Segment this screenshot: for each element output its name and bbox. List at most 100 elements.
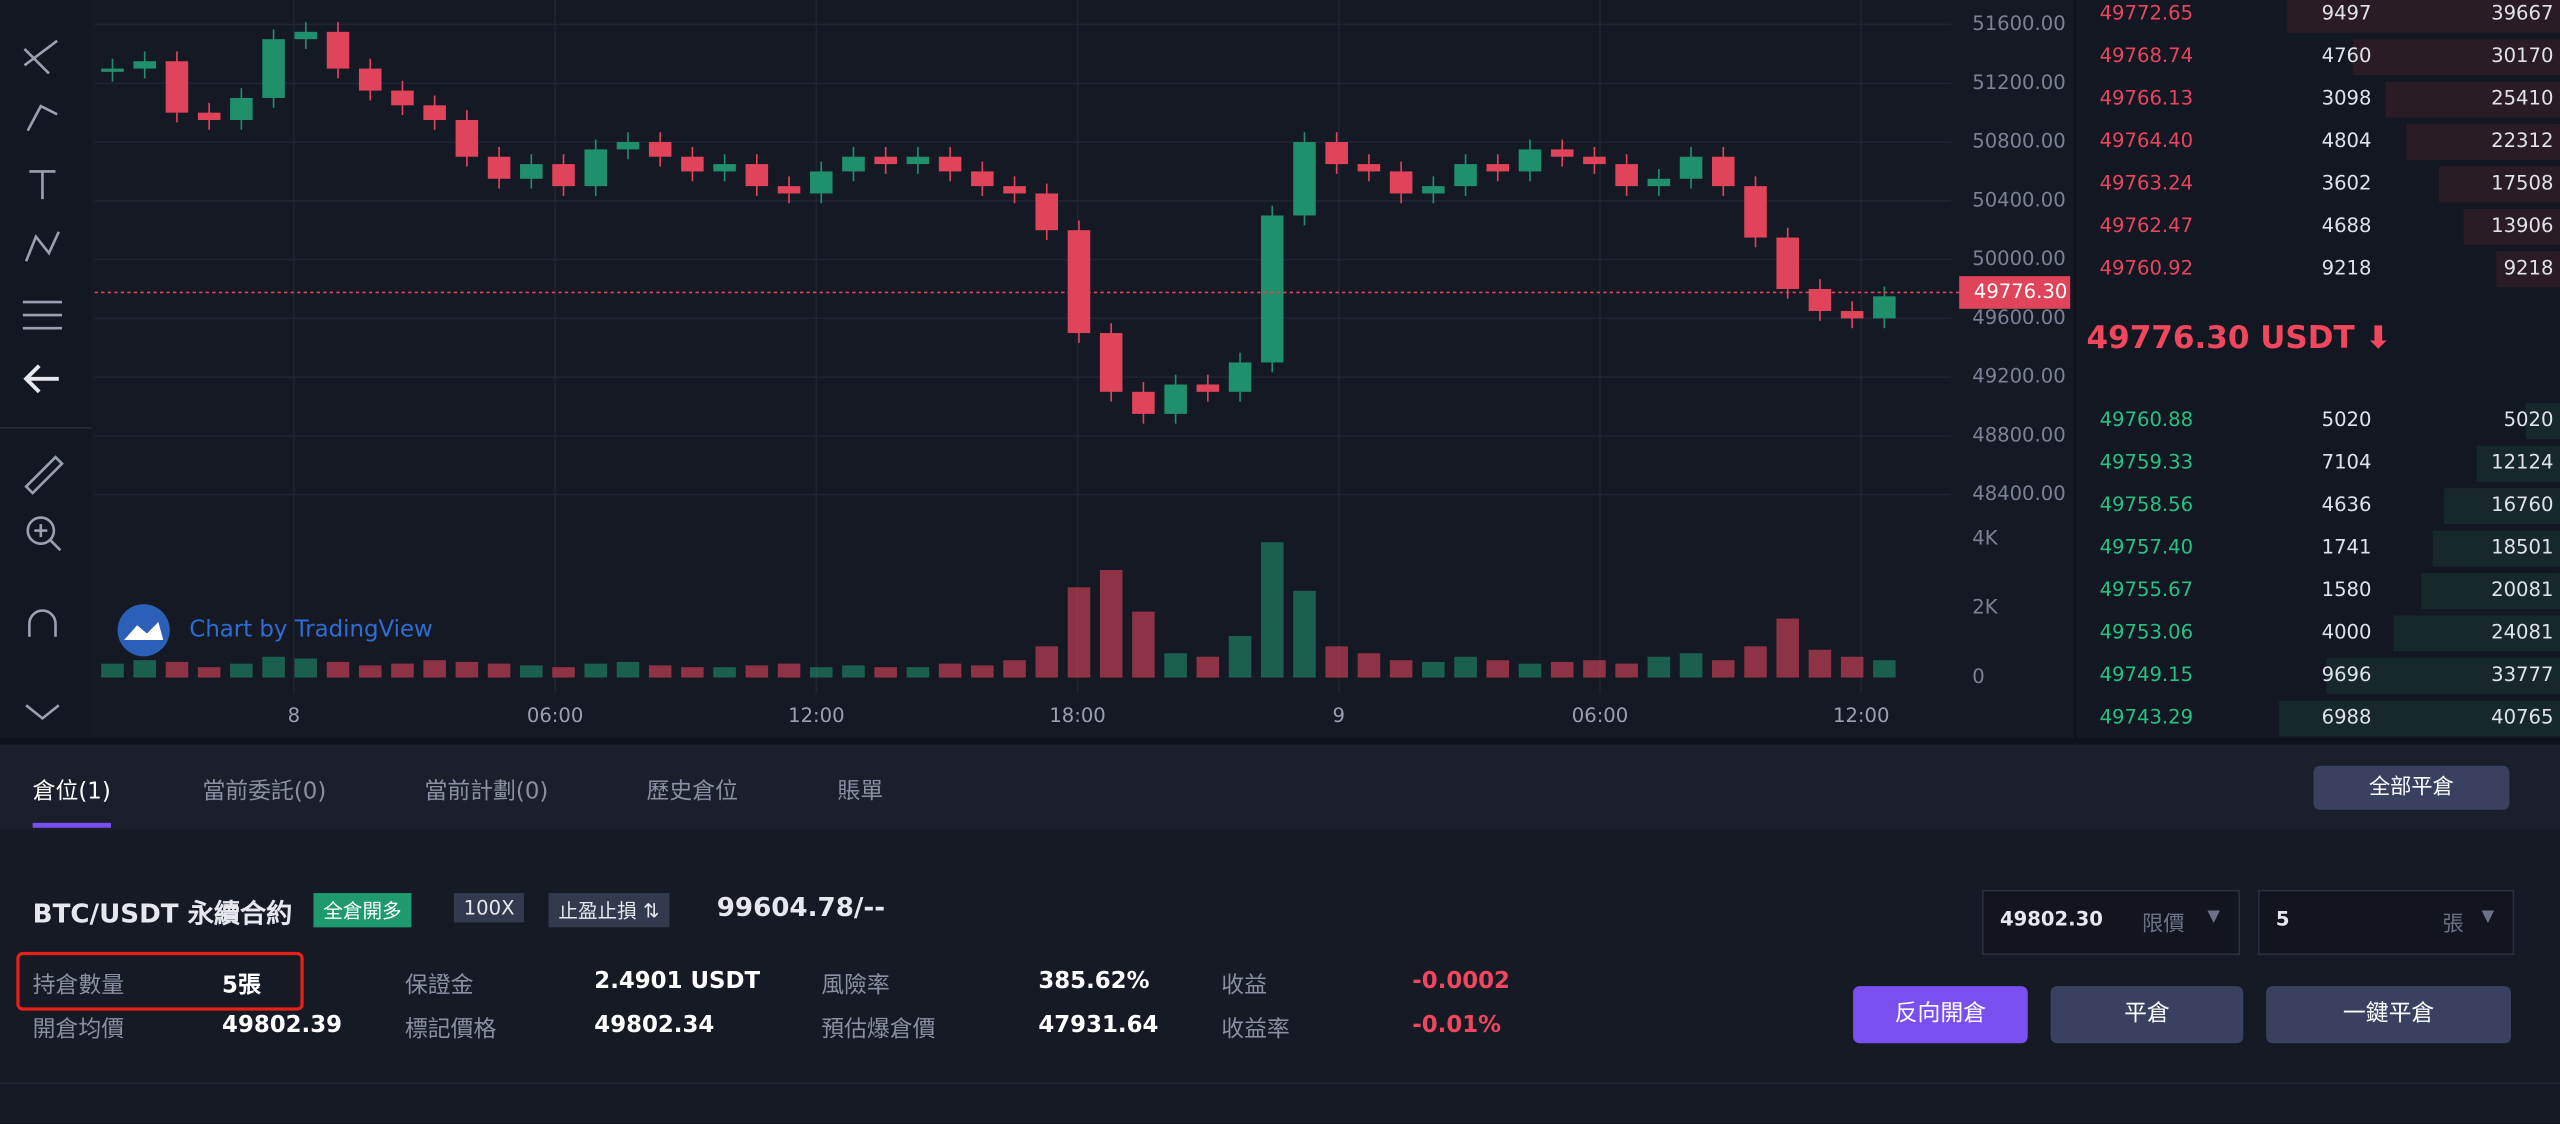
x-tick-label: 9 [1333, 704, 1345, 727]
candle [1035, 193, 1059, 231]
chart-bg [0, 0, 2073, 738]
candle [520, 164, 543, 179]
volume-bar [262, 656, 285, 678]
candle [294, 31, 318, 40]
volume-bar [681, 667, 704, 678]
candle [938, 156, 962, 172]
candle [1132, 391, 1155, 414]
volume-bar [713, 667, 736, 678]
price: 49749.15 [2099, 662, 2194, 686]
candle [326, 31, 350, 69]
depth-bar [2496, 251, 2560, 288]
volume-bar [1164, 653, 1187, 678]
x-tick-label: 06:00 [527, 704, 583, 727]
volume-bar [391, 663, 414, 678]
close-all-button[interactable]: 全部平倉 [2313, 765, 2510, 810]
volume-bar [197, 667, 221, 678]
orderbook-rows: 49772.65 9497 39667 49768.74 4760 30170 49766.… [2077, 0, 2560, 738]
volume-bar [1067, 587, 1091, 678]
candle [842, 156, 865, 172]
candle [1679, 156, 1703, 179]
candle [197, 112, 221, 120]
volume-bar [552, 667, 575, 678]
reverse-button[interactable]: 反向開倉 [1853, 986, 2028, 1044]
chart: Chart by TradingView 48400.00 48800.00 492… [0, 0, 2073, 738]
amount: 4636 [2321, 493, 2372, 516]
y-tick-label: 50800.00 [1972, 130, 2065, 153]
field-value: 385.62% [1038, 968, 1150, 995]
close-button[interactable]: 平倉 [2050, 986, 2244, 1044]
candle [165, 61, 189, 113]
amount: 4804 [2321, 128, 2372, 152]
price: 49766.13 [2099, 86, 2194, 110]
candle [1357, 164, 1381, 172]
candle [1647, 178, 1671, 187]
total: 13906 [2491, 213, 2554, 237]
volume-bar [1840, 656, 1864, 678]
tag: 100X [453, 893, 525, 923]
volume-bar [1422, 661, 1445, 678]
tag[interactable]: 止盈止損 ⇅ [548, 893, 670, 928]
volume-bar [906, 667, 930, 678]
total: 12124 [2491, 450, 2554, 474]
candle [1293, 142, 1316, 216]
tab[interactable]: 倉位(1) [32, 778, 111, 805]
volume-bar [455, 661, 479, 678]
depth-bar [2525, 403, 2560, 440]
volume-bar [1003, 660, 1026, 678]
tab-underline [32, 822, 112, 828]
volume-bar [809, 667, 833, 678]
candle [971, 171, 994, 187]
tab[interactable]: 歷史倉位 [646, 778, 738, 805]
price-value: 49802.30 [1999, 907, 2103, 931]
amount: 9696 [2321, 662, 2372, 686]
amount: 9497 [2321, 1, 2372, 25]
price: 49758.56 [2099, 493, 2194, 516]
candle [681, 156, 704, 172]
volume-bar [487, 663, 511, 678]
candle [391, 90, 414, 106]
volume-bar [165, 661, 189, 678]
tab[interactable]: 當前計劃(0) [424, 778, 549, 805]
price: 49763.24 [2099, 171, 2194, 195]
volume-bar [358, 665, 382, 678]
volume-bar [1744, 646, 1767, 678]
close-one-click-button[interactable]: 一鍵平倉 [2266, 986, 2512, 1044]
y-tick-label: 49600.00 [1972, 306, 2065, 329]
field-label: 風險率 [821, 973, 890, 1000]
y-tick-label: 48400.00 [1972, 482, 2065, 505]
candle [1099, 333, 1123, 392]
volume-bar [874, 667, 897, 678]
symbol: BTC/USDT 永續合約 [32, 897, 293, 929]
candle [1164, 384, 1187, 414]
total: 24081 [2491, 620, 2554, 644]
candle [262, 39, 285, 98]
amount: 6988 [2321, 705, 2372, 729]
dropdown-arrow: ▼ [2481, 907, 2495, 926]
depth-bar [2432, 530, 2560, 567]
price-input[interactable] [1982, 889, 2240, 956]
candle [1615, 164, 1638, 187]
qty-unit: 張 [2442, 912, 2464, 938]
volume-bar [230, 663, 253, 678]
volume-bar [133, 660, 156, 678]
depth-bar [2476, 445, 2560, 482]
amount: 1741 [2321, 535, 2372, 559]
field-label: 標記價格 [404, 1017, 497, 1044]
total: 17508 [2491, 171, 2554, 195]
y-tick-label: 50000.00 [1972, 247, 2065, 270]
field-label: 持倉數量 [32, 973, 125, 1000]
depth-bar [2384, 81, 2560, 118]
candle [487, 156, 511, 179]
price: 49755.67 [2099, 577, 2194, 601]
volume-bar [1228, 635, 1252, 678]
qty-input[interactable] [2257, 889, 2515, 956]
tab[interactable]: 當前委託(0) [202, 778, 327, 805]
watermark-logo [117, 604, 170, 657]
candle [874, 156, 897, 165]
volume-bar [616, 661, 640, 678]
order-type[interactable]: 限價 [2142, 912, 2185, 938]
tab[interactable]: 賬單 [837, 778, 884, 805]
toolbar [0, 0, 92, 738]
candle [777, 186, 801, 194]
